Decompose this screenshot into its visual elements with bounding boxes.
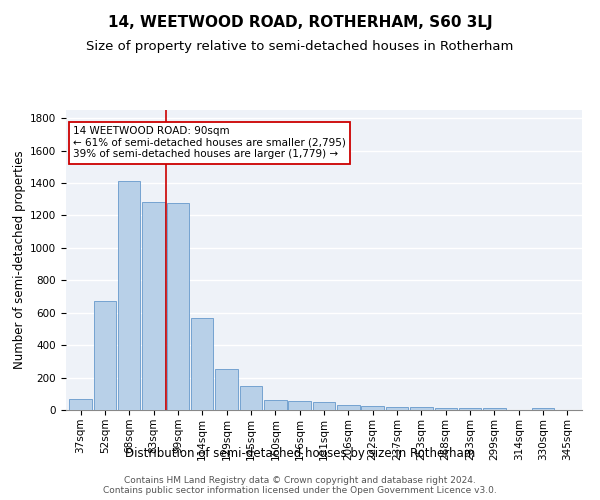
Bar: [191, 318, 214, 410]
Bar: [483, 408, 506, 410]
Bar: [459, 408, 481, 410]
Text: Contains HM Land Registry data © Crown copyright and database right 2024.: Contains HM Land Registry data © Crown c…: [124, 476, 476, 485]
Bar: [289, 401, 311, 410]
Text: Size of property relative to semi-detached houses in Rotherham: Size of property relative to semi-detach…: [86, 40, 514, 53]
Text: Contains public sector information licensed under the Open Government Licence v3: Contains public sector information licen…: [103, 486, 497, 495]
Bar: [215, 370, 238, 410]
Bar: [434, 408, 457, 410]
Bar: [70, 400, 92, 410]
Y-axis label: Number of semi-detached properties: Number of semi-detached properties: [13, 150, 26, 370]
Bar: [264, 400, 287, 410]
Text: Distribution of semi-detached houses by size in Rotherham: Distribution of semi-detached houses by …: [125, 448, 475, 460]
Bar: [167, 203, 189, 410]
Text: 14, WEETWOOD ROAD, ROTHERHAM, S60 3LJ: 14, WEETWOOD ROAD, ROTHERHAM, S60 3LJ: [107, 15, 493, 30]
Bar: [94, 302, 116, 410]
Bar: [142, 202, 165, 410]
Text: 14 WEETWOOD ROAD: 90sqm
← 61% of semi-detached houses are smaller (2,795)
39% of: 14 WEETWOOD ROAD: 90sqm ← 61% of semi-de…: [73, 126, 346, 160]
Bar: [240, 386, 262, 410]
Bar: [337, 405, 359, 410]
Bar: [410, 407, 433, 410]
Bar: [386, 407, 408, 410]
Bar: [361, 406, 384, 410]
Bar: [313, 402, 335, 410]
Bar: [532, 408, 554, 410]
Bar: [118, 180, 140, 410]
